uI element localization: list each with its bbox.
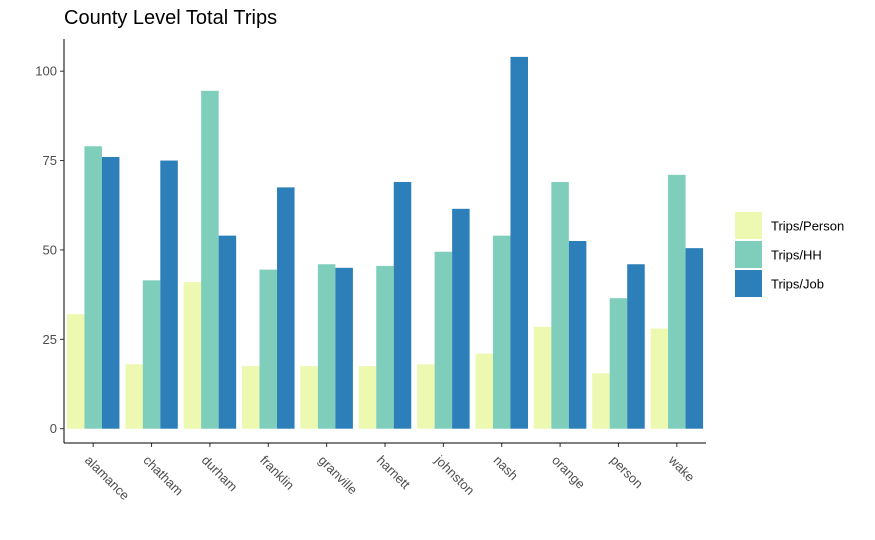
x-tick-label-johnston: johnston: [432, 452, 478, 498]
bar-durham-trips-job: [218, 235, 237, 429]
bar-granville-trips-hh: [317, 264, 336, 429]
bar-person-trips-job: [627, 264, 645, 429]
bar-nash-trips-job: [510, 56, 528, 429]
x-tick-label-chatham: chatham: [140, 453, 186, 499]
legend: Trips/Person Trips/HH Trips/Job: [735, 212, 844, 297]
bar-wake-trips-job: [685, 248, 704, 429]
y-tick-label-0: 0: [50, 421, 57, 436]
bar-nash-trips-hh: [492, 235, 511, 429]
bar-wake-trips-hh: [668, 174, 686, 429]
axes-layer: alamance chatham durham franklin granville ha…: [35, 39, 706, 503]
legend-key-trips-hh: [735, 241, 762, 268]
bar-harnett-trips-job: [393, 182, 412, 429]
bar-johnston-trips-hh: [434, 251, 453, 429]
bar-granville-trips-job: [335, 267, 353, 429]
bar-alamance-trips-hh: [84, 146, 102, 429]
bar-durham-trips-hh: [201, 90, 219, 429]
y-tick-label-100: 100: [35, 64, 57, 79]
bars-layer: [66, 56, 704, 429]
x-tick-label-harnett: harnett: [374, 453, 413, 492]
bar-granville-trips-person: [300, 366, 318, 429]
bar-orange-trips-job: [568, 241, 587, 429]
bar-chatham-trips-hh: [142, 280, 161, 429]
legend-label-trips-person: Trips/Person: [771, 219, 844, 234]
x-tick-label-orange: orange: [549, 453, 588, 492]
x-tick-label-alamance: alamance: [82, 453, 132, 503]
bar-harnett-trips-hh: [376, 266, 394, 429]
y-tick-label-75: 75: [43, 153, 57, 168]
legend-label-trips-hh: Trips/HH: [771, 248, 822, 263]
x-tick-label-person: person: [607, 453, 646, 492]
x-tick-label-wake: wake: [665, 452, 698, 485]
chart-title: County Level Total Trips: [64, 7, 278, 29]
legend-key-trips-job: [735, 270, 762, 297]
bar-nash-trips-person: [475, 353, 493, 429]
x-tick-label-granville: granville: [316, 453, 361, 498]
bar-harnett-trips-person: [358, 366, 377, 429]
bar-chatham-trips-job: [160, 160, 178, 429]
x-tick-label-durham: durham: [199, 453, 241, 495]
bar-alamance-trips-person: [66, 314, 85, 429]
legend-key-trips-person: [735, 212, 762, 239]
bar-johnston-trips-job: [452, 208, 470, 429]
bar-person-trips-person: [592, 373, 610, 429]
y-tick-label-25: 25: [43, 332, 57, 347]
y-tick-label-50: 50: [43, 242, 57, 257]
bar-person-trips-hh: [609, 298, 628, 429]
bar-franklin-trips-person: [242, 366, 260, 429]
bar-wake-trips-person: [650, 328, 669, 429]
bar-franklin-trips-hh: [259, 269, 278, 429]
legend-label-trips-job: Trips/Job: [771, 277, 824, 292]
bar-franklin-trips-job: [277, 187, 295, 429]
bar-durham-trips-person: [183, 282, 202, 429]
bar-orange-trips-person: [533, 326, 552, 429]
bar-johnston-trips-person: [417, 364, 435, 429]
x-tick-label-franklin: franklin: [257, 453, 297, 493]
bar-orange-trips-hh: [551, 182, 569, 429]
bar-chatham-trips-person: [125, 364, 143, 429]
x-tick-label-nash: nash: [491, 453, 522, 484]
bar-alamance-trips-job: [101, 156, 120, 429]
